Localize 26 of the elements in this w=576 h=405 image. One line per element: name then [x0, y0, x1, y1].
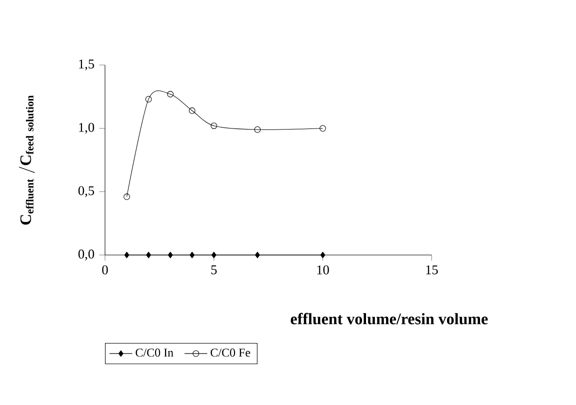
y-tick-label: 0,0 — [78, 250, 94, 260]
point — [320, 252, 326, 258]
point — [254, 252, 260, 258]
point — [124, 252, 130, 258]
point — [168, 252, 173, 258]
x-tick-label: 5 — [211, 265, 217, 274]
y-tick-label: 1,5 — [79, 60, 94, 70]
point — [145, 96, 152, 102]
x-tick-label: 0 — [102, 265, 108, 274]
x-axis-title: effluent volume/resin volume — [290, 312, 488, 324]
y-tick-label: 1,0 — [79, 122, 94, 134]
point — [167, 90, 174, 98]
point — [124, 194, 130, 200]
point — [210, 122, 218, 130]
y-axis-title: $\mathbf{C_{effluent}\;/C_{feed\ solution}}$ — [18, 95, 35, 225]
point — [320, 125, 326, 132]
point — [254, 126, 261, 133]
legend-label: C/C0 In — [136, 348, 174, 357]
point — [146, 252, 152, 258]
x-tick-label: 10 — [317, 265, 329, 274]
point — [190, 252, 195, 258]
x-tick-label: 15 — [426, 265, 438, 274]
point — [211, 252, 216, 258]
point — [188, 107, 196, 114]
y-tick-label: 0,5 — [78, 186, 94, 198]
legend-label: C/C0 Fe — [210, 348, 250, 357]
